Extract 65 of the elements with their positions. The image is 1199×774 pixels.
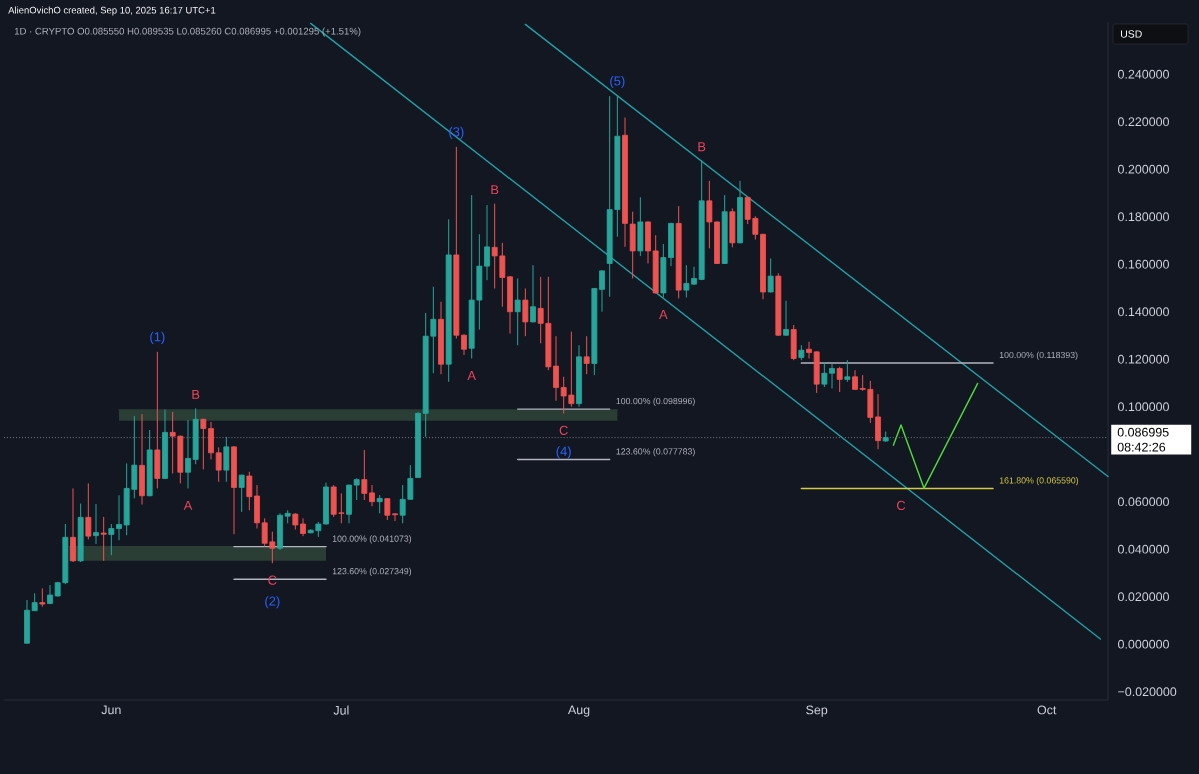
candlestick	[100, 516, 107, 562]
chart-title: AlienOvichO created, Sep 10, 2025 16:17 UTC+1	[8, 6, 216, 16]
candlestick	[85, 482, 92, 540]
series-label: 123.60% (0.077783)	[616, 448, 695, 457]
series-label: 123.60% (0.027349)	[332, 567, 412, 577]
annotation: C	[559, 425, 568, 435]
candlestick	[376, 494, 383, 514]
candlestick	[852, 369, 858, 391]
annotation: B	[698, 142, 706, 152]
y-tick-label: 0.160000	[1118, 259, 1169, 269]
y-tick-label: −0.020000	[1118, 687, 1177, 697]
candlestick	[70, 487, 76, 563]
annotation: B	[491, 185, 499, 195]
x-tick-label: Aug	[567, 705, 590, 717]
candlestick	[407, 464, 414, 501]
annotation: (1)	[150, 331, 165, 344]
annotation: (2)	[265, 596, 280, 609]
y-tick-label: 0.000000	[1118, 639, 1169, 649]
x-tick-label: Sep	[806, 705, 828, 717]
text: 08:42:26	[1117, 442, 1166, 452]
y-tick-label: 0.200000	[1118, 164, 1169, 174]
candlestick	[806, 341, 812, 359]
y-tick-label: 0.120000	[1118, 354, 1169, 364]
candlestick	[399, 484, 406, 524]
annotation: C	[897, 500, 906, 511]
series-label: 100.00% (0.098996)	[616, 397, 695, 406]
candlestick	[767, 258, 774, 293]
annotation: (5)	[610, 76, 625, 89]
candlestick	[39, 587, 46, 608]
candlestick	[522, 287, 529, 337]
line-series	[892, 382, 979, 489]
series-label: 100.00% (0.041073)	[332, 535, 412, 544]
series-label: 161.80% (0.065590)	[999, 477, 1079, 486]
x-tick-label: Jun	[101, 705, 121, 715]
annotation: (3)	[449, 126, 464, 139]
candlestick	[223, 436, 230, 483]
y-tick-label: 0.020000	[1118, 592, 1169, 602]
x-tick-label: Jul	[333, 705, 349, 715]
y-tick-label: 0.220000	[1118, 117, 1169, 127]
candlestick	[583, 335, 590, 375]
annotation: (4)	[556, 446, 571, 459]
candlestick	[93, 503, 99, 545]
ref-line-label: 0.086995	[1117, 427, 1169, 437]
y-tick-label: 0.040000	[1118, 544, 1169, 554]
y-tick-label: 0.240000	[1118, 69, 1169, 79]
y-axis-title: USD	[1121, 30, 1142, 38]
y-tick-label: 0.060000	[1118, 497, 1169, 507]
annotation: B	[192, 389, 200, 399]
candlestick	[514, 277, 521, 346]
candlestick	[836, 366, 843, 393]
candlestick	[215, 446, 222, 483]
series-label: 100.00% (0.118393)	[999, 351, 1078, 360]
y-tick-label: 0.100000	[1118, 402, 1169, 412]
candlestick	[783, 300, 789, 337]
candlestick	[530, 264, 536, 323]
y-tick-label: 0.180000	[1118, 212, 1169, 222]
y-tick-label: 0.140000	[1118, 307, 1169, 317]
annotation: A	[659, 310, 668, 319]
annotation: A	[183, 500, 193, 510]
text: 1D · CRYPTO O0.085550 H0.089535 L0.085260 C0.086995 +0.001295 (+1.51%)	[14, 27, 361, 37]
annotation: A	[467, 371, 476, 380]
candlestick	[844, 359, 851, 383]
x-tick-label: Oct	[1037, 705, 1057, 715]
candlestick	[238, 474, 245, 513]
candlestick	[430, 286, 437, 374]
